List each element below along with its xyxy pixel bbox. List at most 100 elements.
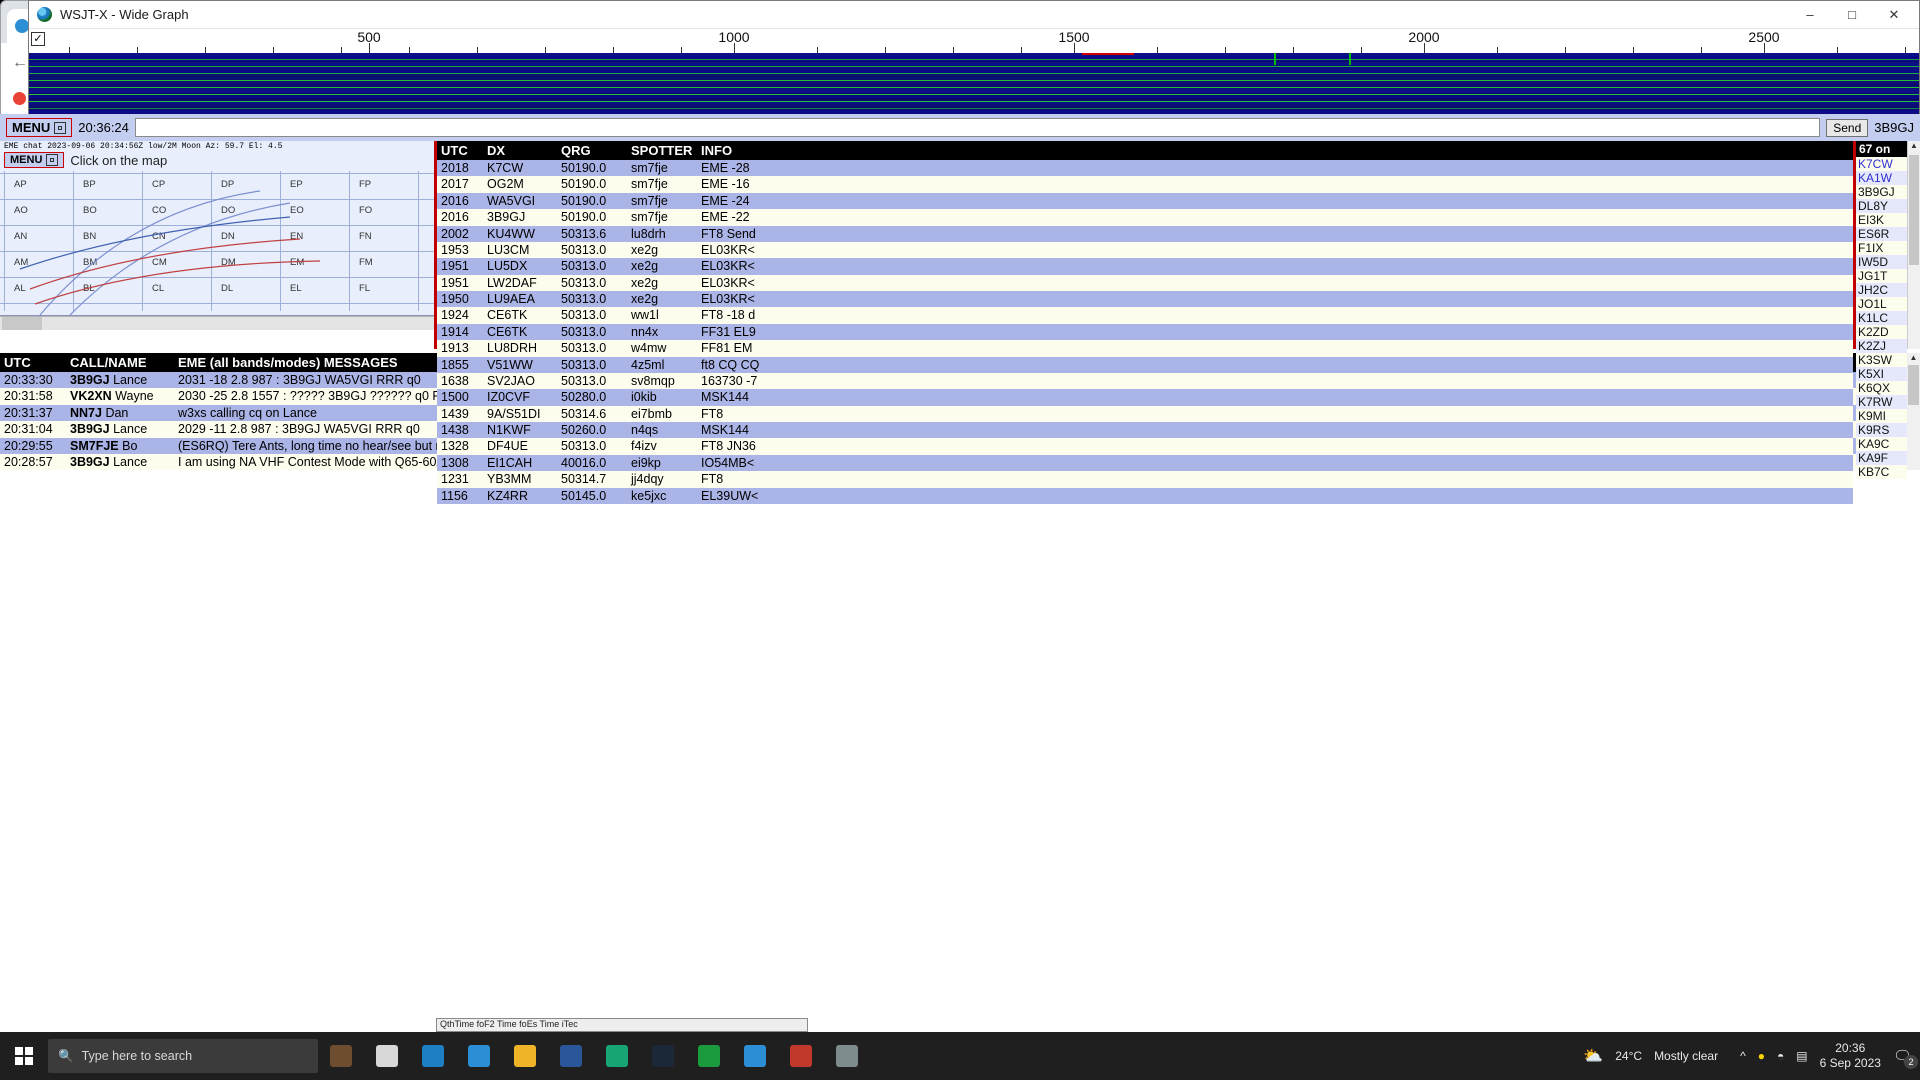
- dx-spot-row[interactable]: 1953 LU3CM 50313.0 xe2g EL03KR<: [437, 242, 817, 258]
- taskbar-search[interactable]: 🔍 Type here to search: [48, 1039, 318, 1073]
- dx-spot-row[interactable]: 2016 WA5VGI 50190.0 sm7fje EME -24: [437, 193, 817, 209]
- wide-graph-close-button[interactable]: ✕: [1873, 2, 1915, 28]
- dx-spot-row[interactable]: 1308 EI1CAH 40016.0 ei9kp IO54MB<: [437, 455, 817, 471]
- word-icon: [560, 1045, 582, 1067]
- spot-info: EME -28: [697, 160, 817, 176]
- taskbar-steam-icon[interactable]: [640, 1032, 686, 1080]
- dx-spot-row[interactable]: 1950 LU9AEA 50313.0 xe2g EL03KR<: [437, 291, 817, 307]
- spot-utc: 1951: [437, 258, 483, 274]
- spot-utc: 1438: [437, 422, 483, 438]
- kst-map-hscroll-thumb[interactable]: [2, 317, 42, 330]
- map-arcs: [0, 169, 434, 315]
- spot-info: FT8 Send: [697, 226, 817, 242]
- taskbar-clock[interactable]: 20:36 6 Sep 2023: [1820, 1041, 1881, 1071]
- steam-icon: [652, 1045, 674, 1067]
- taskbar-chrome-icon[interactable]: [456, 1032, 502, 1080]
- dx-spot-row[interactable]: 1500 IZ0CVF 50280.0 i0kib MSK144: [437, 389, 817, 405]
- spot-qrg: 50313.0: [557, 438, 627, 454]
- dx-spot-row[interactable]: 1638 SV2JAO 50313.0 sv8mqp 163730 -7: [437, 373, 817, 389]
- rx-marker-2: [1349, 53, 1351, 65]
- spot-spotter: i0kib: [627, 389, 697, 405]
- spot-dx: 3B9GJ: [483, 209, 557, 225]
- wifi-icon[interactable]: ◓: [1777, 1049, 1784, 1063]
- check-icon: [606, 1045, 628, 1067]
- spot-utc: 1328: [437, 438, 483, 454]
- spot-info: IO54MB<: [697, 455, 817, 471]
- dx-spot-row[interactable]: 1156 KZ4RR 50145.0 ke5jxc EL39UW<: [437, 488, 817, 504]
- notifications-icon[interactable]: 🗨 2: [1893, 1047, 1912, 1065]
- spot-utc: 2017: [437, 176, 483, 192]
- spot-spotter: sm7fje: [627, 176, 697, 192]
- col-info: INFO: [697, 141, 817, 160]
- kst-map-hscrollbar[interactable]: [0, 316, 434, 330]
- taskbar-task-view-icon[interactable]: [364, 1032, 410, 1080]
- wide-graph-maximize-button[interactable]: □: [1831, 2, 1873, 28]
- dx-spot-row[interactable]: 1914 CE6TK 50313.0 nn4x FF31 EL9: [437, 324, 817, 340]
- dx-spot-row[interactable]: 2018 K7CW 50190.0 sm7fje EME -28: [437, 160, 817, 176]
- kst-menu-button[interactable]: MENU: [6, 118, 72, 137]
- spot-qrg: 50313.6: [557, 226, 627, 242]
- dx-spot-row[interactable]: 1438 N1KWF 50260.0 n4qs MSK144: [437, 422, 817, 438]
- spot-utc: 1950: [437, 291, 483, 307]
- wide-graph-scale-checkbox[interactable]: ✓: [31, 32, 45, 46]
- dx-spot-row[interactable]: 1855 V51WW 50313.0 4z5ml ft8 CQ CQ: [437, 357, 817, 373]
- dx-spot-row[interactable]: 2017 OG2M 50190.0 sm7fje EME -16: [437, 176, 817, 192]
- kst-message-input[interactable]: [135, 118, 817, 137]
- dx-spot-row[interactable]: 1924 CE6TK 50313.0 ww1l FT8 -18 d: [437, 307, 817, 323]
- spot-qrg: 50313.0: [557, 373, 627, 389]
- taskbar-app2-icon[interactable]: [824, 1032, 870, 1080]
- wsjtx-icon: [698, 1045, 720, 1067]
- dx-spot-row[interactable]: 1328 DF4UE 50313.0 f4izv FT8 JN36: [437, 438, 817, 454]
- notification-badge: 2: [1904, 1055, 1918, 1069]
- spot-info: 163730 -7: [697, 373, 817, 389]
- tray-expand-icon[interactable]: ^: [1740, 1049, 1746, 1063]
- spot-dx: LU3CM: [483, 242, 557, 258]
- taskbar-explorer-icon[interactable]: [502, 1032, 548, 1080]
- spot-dx: DF4UE: [483, 438, 557, 454]
- spot-dx: LU5DX: [483, 258, 557, 274]
- system-tray: ⛅ 24°C Mostly clear ^ ● ◓ ▤ 20:36 6 Sep …: [1583, 1041, 1920, 1071]
- spot-dx: EI1CAH: [483, 455, 557, 471]
- taskbar-edge-icon[interactable]: [410, 1032, 456, 1080]
- dx-spot-row[interactable]: 1231 YB3MM 50314.7 jj4dqy FT8: [437, 471, 817, 487]
- kst-map-header: EME chat 2023-09-06 20:34:56Z low/2M Moo…: [0, 141, 434, 152]
- bookmark-icon-0: [13, 92, 26, 105]
- taskbar-globe-icon[interactable]: [732, 1032, 778, 1080]
- spot-spotter: n4qs: [627, 422, 697, 438]
- dx-spot-row[interactable]: 2002 KU4WW 50313.6 lu8drh FT8 Send: [437, 226, 817, 242]
- taskbar-check-icon[interactable]: [594, 1032, 640, 1080]
- search-icon: 🔍: [58, 1049, 74, 1064]
- dx-spot-row[interactable]: 2016 3B9GJ 50190.0 sm7fje EME -22: [437, 209, 817, 225]
- taskbar-word-icon[interactable]: [548, 1032, 594, 1080]
- start-button[interactable]: [0, 1032, 48, 1080]
- spot-utc: 1924: [437, 307, 483, 323]
- wide-graph-minimize-button[interactable]: –: [1789, 2, 1831, 28]
- spot-spotter: xe2g: [627, 275, 697, 291]
- dx-spots-table[interactable]: UTC DX QRG SPOTTER INFO 2018 K7CW 50190.0 s…: [437, 141, 817, 504]
- kst-page: MENU 20:36:24 Send 3B9GJ EME chat 2023-0…: [0, 114, 817, 640]
- chat-call: NN7J Dan: [66, 405, 174, 421]
- spot-dx: WA5VGI: [483, 193, 557, 209]
- spot-info: EL03KR<: [697, 258, 817, 274]
- taskbar-app-icon[interactable]: [778, 1032, 824, 1080]
- chat-call: 3B9GJ Lance: [66, 454, 174, 470]
- chat-col-call: CALL/NAME: [66, 353, 174, 372]
- dx-spot-row[interactable]: 1951 LW2DAF 50313.0 xe2g EL03KR<: [437, 275, 817, 291]
- wide-graph-frequency-scale[interactable]: ✓ 500 1000 1500 2000 2500: [29, 29, 1919, 53]
- freq-tickmark: [1424, 43, 1425, 53]
- spot-dx: IZ0CVF: [483, 389, 557, 405]
- kst-map-menu-button[interactable]: MENU: [4, 152, 64, 168]
- dx-spot-row[interactable]: 1439 9A/S51DI 50314.6 ei7bmb FT8: [437, 406, 817, 422]
- spot-info: MSK144: [697, 422, 817, 438]
- spot-qrg: 50313.0: [557, 324, 627, 340]
- kst-map[interactable]: EME chat 2023-09-06 20:34:56Z low/2M Moo…: [0, 141, 434, 316]
- back-icon[interactable]: ←: [11, 54, 29, 72]
- dx-spot-row[interactable]: 1951 LU5DX 50313.0 xe2g EL03KR<: [437, 258, 817, 274]
- taskbar-wsjtx-icon[interactable]: [686, 1032, 732, 1080]
- spot-dx: K7CW: [483, 160, 557, 176]
- col-dx: DX: [483, 141, 557, 160]
- battery-icon[interactable]: ▤: [1796, 1049, 1807, 1063]
- onedrive-icon[interactable]: ●: [1758, 1049, 1765, 1063]
- dx-spot-row[interactable]: 1913 LU8DRH 50313.0 w4mw FF81 EM: [437, 340, 817, 356]
- taskbar-minecraft-icon[interactable]: [318, 1032, 364, 1080]
